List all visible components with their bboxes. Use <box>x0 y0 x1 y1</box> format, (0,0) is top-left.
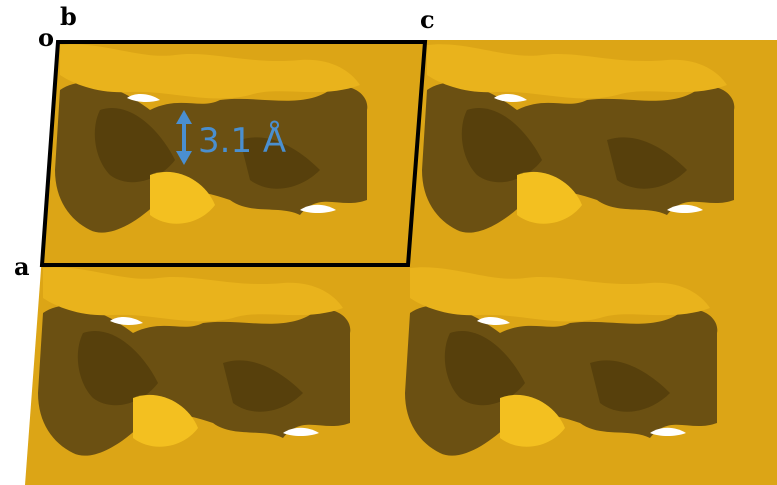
axis-b-label: b <box>60 2 77 31</box>
figure: 3.1 Å o b c a <box>0 0 777 485</box>
measurement-label: 3.1 Å <box>198 120 286 161</box>
pore-surface <box>0 0 777 485</box>
axis-a-label: a <box>14 252 30 281</box>
axis-c-label: c <box>420 5 435 34</box>
origin-label: o <box>38 23 54 52</box>
